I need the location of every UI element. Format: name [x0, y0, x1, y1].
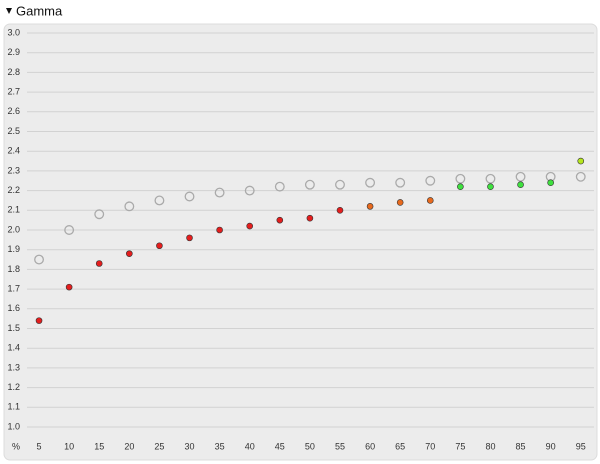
chart-title[interactable]: Gamma — [16, 3, 63, 18]
measured-point — [35, 317, 43, 324]
measured-point — [487, 183, 494, 190]
reference-point — [515, 171, 526, 182]
y-tick-label: 3.0 — [7, 27, 20, 37]
reference-point — [365, 177, 376, 188]
x-tick-label: 10 — [64, 441, 74, 451]
measured-point — [126, 250, 133, 257]
y-tick-label: 1.8 — [7, 264, 20, 274]
y-tick-label: 2.3 — [7, 165, 20, 175]
x-tick-label: 45 — [275, 441, 285, 451]
x-tick-label: 15 — [94, 441, 104, 451]
x-tick-label: 30 — [185, 441, 195, 451]
measured-point — [336, 207, 344, 214]
measured-point — [517, 181, 524, 188]
y-tick-label: 1.6 — [7, 303, 20, 313]
reference-point — [244, 185, 255, 196]
x-tick-label: 95 — [576, 441, 586, 451]
y-tick-label: 1.7 — [7, 283, 20, 293]
reference-point — [214, 187, 225, 198]
measured-point — [65, 283, 73, 291]
x-tick-label: 50 — [305, 441, 315, 451]
measured-point — [306, 214, 314, 222]
measured-point — [246, 222, 254, 230]
reference-point — [485, 173, 496, 184]
y-tick-label: 2.8 — [7, 67, 20, 77]
measured-point — [547, 179, 554, 187]
reference-point — [184, 191, 195, 202]
y-tick-label: 1.1 — [7, 402, 20, 412]
measured-point — [95, 260, 103, 267]
measured-point — [156, 242, 163, 250]
reference-point — [395, 177, 406, 188]
reference-point — [34, 254, 44, 265]
measured-point — [457, 183, 464, 190]
collapse-arrow[interactable] — [6, 8, 12, 14]
y-tick-label: 2.9 — [7, 47, 20, 57]
x-axis-label: % — [12, 441, 20, 451]
measured-point — [577, 157, 585, 165]
x-tick-label: 5 — [37, 441, 42, 451]
y-tick-label: 1.0 — [7, 421, 20, 431]
reference-point — [94, 209, 105, 220]
y-tick-label: 1.5 — [7, 323, 20, 333]
reference-point — [304, 179, 315, 190]
x-tick-label: 40 — [245, 441, 255, 451]
x-tick-label: 60 — [365, 441, 375, 451]
y-tick-label: 2.5 — [7, 126, 20, 136]
x-tick-label: 35 — [215, 441, 225, 451]
x-tick-label: 75 — [455, 441, 465, 451]
y-tick-label: 2.7 — [7, 86, 20, 96]
measured-point — [426, 197, 434, 204]
x-tick-label: 85 — [516, 441, 526, 451]
reference-point — [455, 173, 466, 184]
y-tick-label: 1.3 — [7, 362, 20, 372]
x-tick-label: 90 — [546, 441, 556, 451]
x-tick-label: 25 — [154, 441, 164, 451]
x-tick-label: 55 — [335, 441, 345, 451]
x-tick-label: 65 — [395, 441, 405, 451]
measured-point — [186, 234, 193, 242]
y-tick-label: 2.0 — [7, 224, 20, 234]
plot-panel — [3, 23, 598, 461]
reference-point — [64, 225, 75, 235]
y-tick-label: 2.2 — [7, 185, 20, 195]
measured-point — [216, 226, 223, 234]
x-tick-label: 70 — [425, 441, 435, 451]
reference-point — [335, 179, 345, 190]
reference-point — [575, 171, 586, 182]
y-tick-label: 1.2 — [7, 382, 20, 392]
reference-point — [124, 201, 135, 212]
x-tick-label: 20 — [124, 441, 134, 451]
y-tick-label: 2.1 — [7, 205, 20, 215]
measured-point — [366, 203, 374, 210]
reference-point — [274, 181, 285, 192]
y-tick-label: 2.6 — [7, 106, 20, 116]
measured-point — [396, 199, 404, 206]
measured-point — [276, 216, 284, 224]
y-tick-label: 1.9 — [7, 244, 20, 254]
x-tick-label: 80 — [485, 441, 495, 451]
y-tick-label: 1.4 — [7, 343, 20, 353]
y-tick-label: 2.4 — [7, 146, 20, 156]
reference-point — [154, 195, 165, 206]
reference-point — [425, 175, 436, 186]
